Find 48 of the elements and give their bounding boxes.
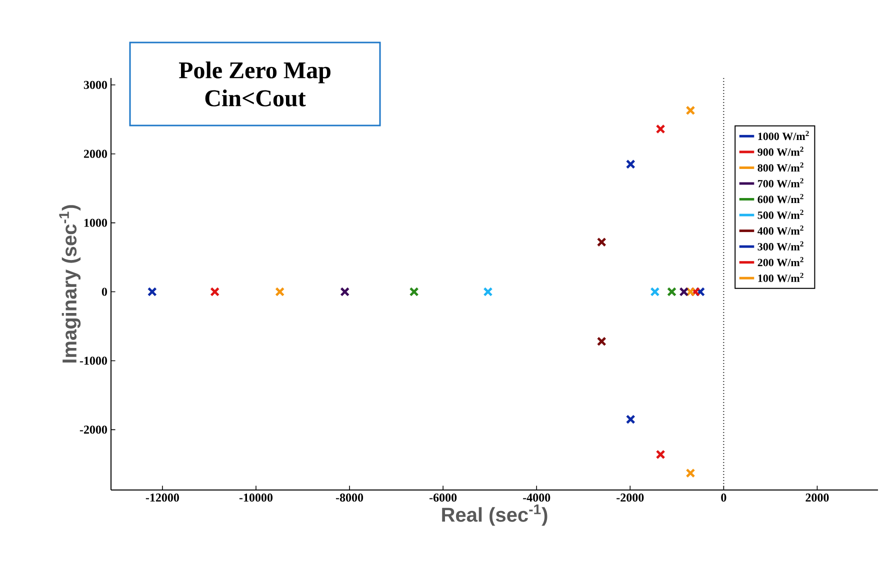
legend-label: 1000 W/m$^{2}$: [758, 130, 809, 140]
x-tick-label: -10000: [239, 494, 273, 502]
x-tick-label: 2000: [806, 494, 829, 502]
x-tick-label: -6000: [430, 494, 457, 502]
y-tick-label: -2000: [80, 426, 108, 434]
x-tick-label: -4000: [523, 494, 550, 502]
legend-label: 900 W/m$^{2}$: [758, 146, 804, 156]
point: [626, 159, 636, 169]
point: [667, 287, 676, 296]
y-axis-title: Imaginary (sec$^{-1}$): [59, 205, 81, 363]
point: [340, 287, 350, 296]
point: [409, 287, 419, 296]
point: [656, 124, 666, 134]
x-tick-label: -2000: [616, 494, 644, 502]
point: [483, 287, 493, 296]
x-tick-label: 0: [721, 494, 726, 502]
chart-subtitle: Cin<Cout: [205, 90, 306, 106]
legend-label: 100 W/m$^{2}$: [758, 272, 804, 282]
y-tick-label: 2000: [84, 150, 108, 158]
point: [686, 287, 696, 296]
y-tick-label: 0: [102, 288, 108, 296]
legend-label: 200 W/m$^{2}$: [758, 257, 804, 266]
point: [596, 237, 606, 247]
point: [696, 287, 706, 296]
point: [596, 336, 606, 346]
y-tick-label: -1000: [80, 356, 108, 365]
point: [679, 287, 689, 296]
legend-label: 300 W/m$^{2}$: [758, 241, 804, 251]
point: [656, 450, 666, 460]
x-axis-title: Real (sec$^{-1}$): [442, 504, 548, 526]
y-tick-label: 3000: [84, 80, 108, 89]
point: [650, 287, 660, 296]
legend-label: 500 W/m$^{2}$: [758, 210, 804, 219]
x-tick-label: -8000: [336, 494, 364, 502]
legend-label: 400 W/m$^{2}$: [758, 226, 804, 235]
y-tick-label: 1000: [84, 218, 108, 227]
legend-label: 700 W/m$^{2}$: [758, 178, 804, 188]
point: [275, 287, 285, 296]
point: [147, 287, 157, 296]
chart-title: Pole Zero Map: [178, 62, 330, 84]
point: [690, 287, 700, 296]
legend-label: 600 W/m$^{2}$: [758, 194, 804, 204]
point: [686, 468, 696, 478]
point: [686, 106, 696, 116]
point: [210, 287, 220, 296]
x-tick-label: -12000: [146, 494, 179, 502]
legend-label: 800 W/m$^{2}$: [758, 162, 804, 172]
point: [626, 414, 636, 424]
